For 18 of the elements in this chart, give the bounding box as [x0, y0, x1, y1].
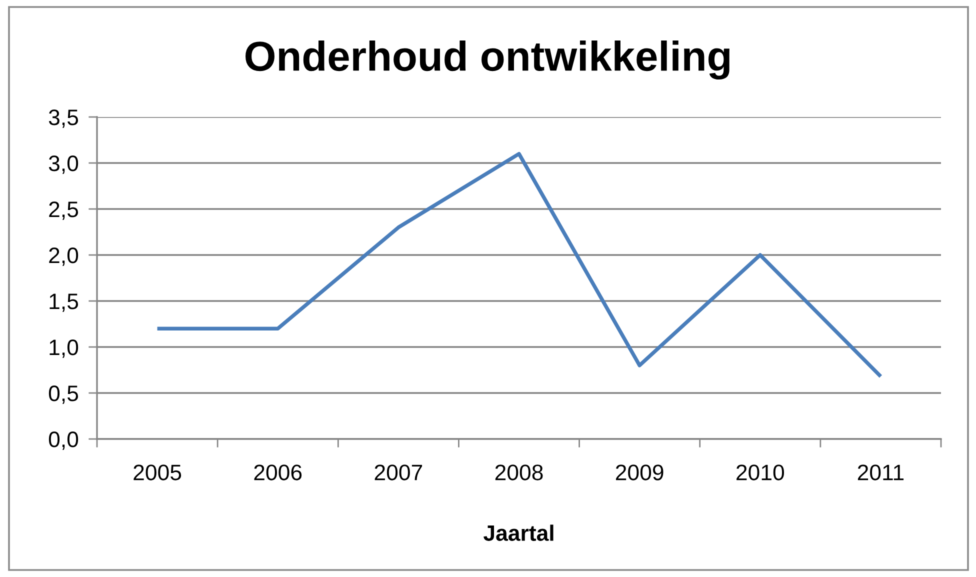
y-tick-label: 0,0	[48, 432, 78, 450]
y-tick-label: 0,5	[48, 386, 78, 404]
x-tick-label: 2005	[134, 464, 182, 480]
x-tick-label: 2008	[495, 464, 543, 480]
y-tick-label: 1,5	[50, 294, 78, 312]
x-tick-label: 2009	[616, 464, 664, 480]
x-tick-label: 2010	[736, 464, 784, 480]
x-tick-label: 2006	[254, 464, 302, 480]
x-tick-label: 2011	[858, 464, 904, 480]
chart-title: Onderhoud ontwikkeling	[246, 40, 730, 80]
y-tick-label: 3,0	[48, 156, 78, 174]
y-tick-label: 2,5	[49, 202, 78, 220]
x-axis-title: Jaartal	[484, 524, 554, 541]
y-tick-label: 1,0	[50, 340, 78, 358]
line-series	[155, 152, 883, 378]
x-tick-label: 2007	[374, 464, 422, 480]
y-tick-label: 3,5	[48, 110, 78, 128]
y-tick-label: 2,0	[49, 248, 78, 266]
